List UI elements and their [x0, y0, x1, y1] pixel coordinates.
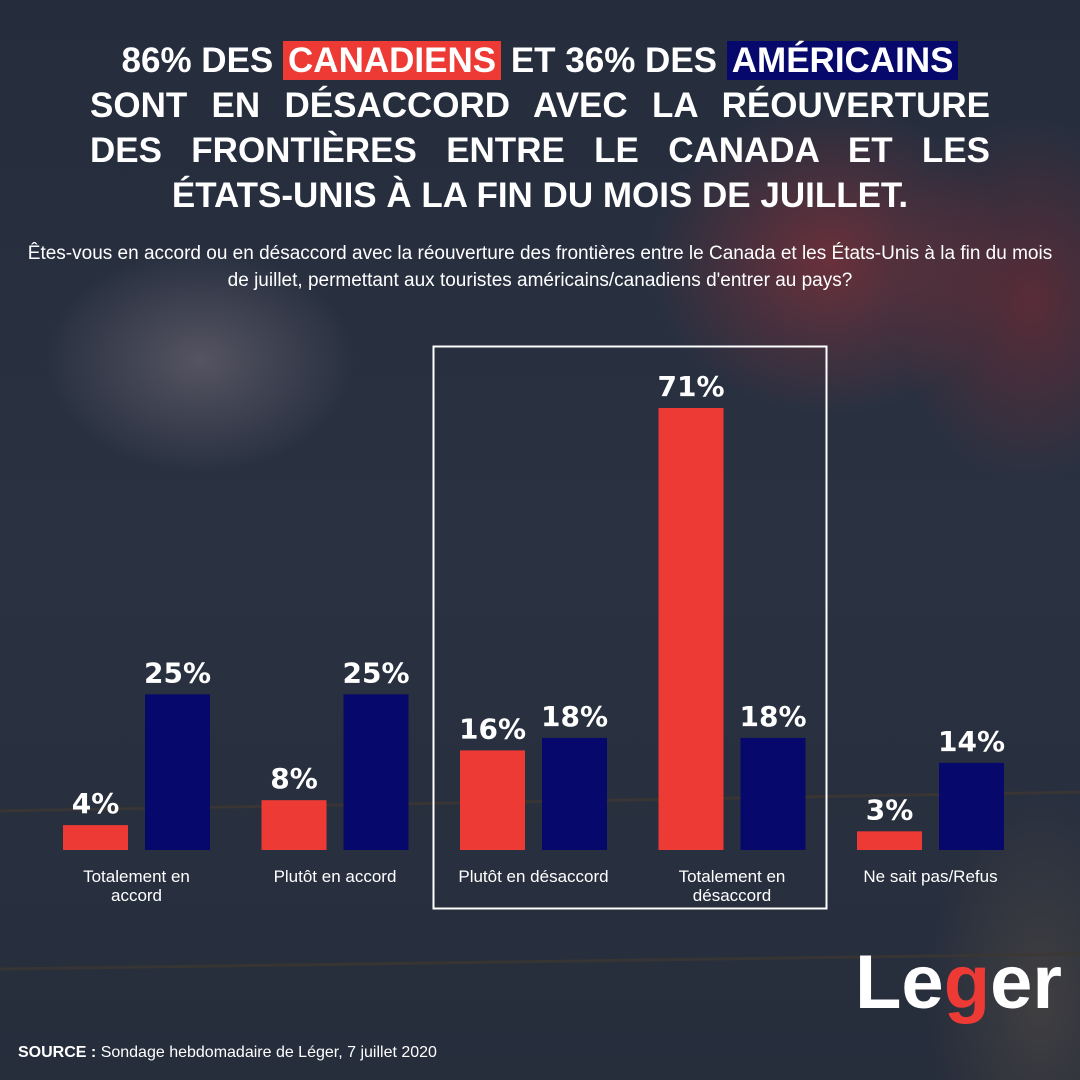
svg-text:Leger: Leger: [855, 940, 1062, 1025]
category-label: Plutôt en désaccord: [458, 867, 608, 886]
bar-canada: [658, 408, 724, 850]
data-label: 18%: [541, 700, 608, 733]
bar-canada: [460, 750, 525, 850]
source-note: SOURCE : Sondage hebdomadaire de Léger, …: [18, 1044, 437, 1062]
headline-line-4: ÉTATS-UNIS À LA FIN DU MOIS DE JUILLET.: [171, 176, 909, 215]
headline-line-1: 86% DES CANADIENS ET 36% DES AMÉRICAINS: [90, 38, 990, 83]
headline-text: ET 36% DES: [510, 41, 718, 80]
bar-usa: [145, 694, 210, 850]
category-label: Plutôt en accord: [274, 867, 397, 886]
data-label: 8%: [270, 762, 318, 795]
highlight-canadiens: CANADIENS: [283, 41, 502, 80]
category-label: accord: [111, 886, 162, 905]
data-label: 25%: [144, 656, 211, 689]
data-label: 18%: [739, 700, 806, 733]
highlight-box: [432, 345, 828, 910]
category-label: Totalement en: [679, 867, 786, 886]
highlight-americains: AMÉRICAINS: [726, 41, 959, 80]
bar-usa: [939, 762, 1004, 850]
data-label: 3%: [866, 793, 914, 826]
data-label: 4%: [72, 787, 120, 820]
header: 86% DES CANADIENS ET 36% DES AMÉRICAINS …: [0, 38, 1080, 294]
category-label: désaccord: [693, 886, 771, 905]
bar-usa: [343, 694, 409, 850]
data-label: 16%: [459, 712, 526, 745]
headline: 86% DES CANADIENS ET 36% DES AMÉRICAINS …: [90, 38, 990, 218]
bar-usa: [740, 737, 806, 850]
source-text: Sondage hebdomadaire de Léger, 7 juillet…: [100, 1044, 437, 1061]
data-label: 14%: [938, 725, 1005, 758]
bar-canada: [63, 825, 128, 850]
category-label: Totalement en: [83, 867, 190, 886]
bar-canada: [857, 831, 922, 850]
bar-usa: [542, 737, 607, 850]
data-label: 25%: [342, 656, 409, 689]
source-label: SOURCE :: [18, 1044, 97, 1061]
category-label: Ne sait pas/Refus: [863, 867, 997, 886]
headline-line-2: SONT EN DÉSACCORD AVEC LA RÉOUVERTURE: [90, 86, 990, 125]
headline-line-3: DES FRONTIÈRES ENTRE LE CANADA ET LES: [90, 131, 990, 170]
leger-logo: Leger: [855, 940, 1065, 1064]
headline-text: 86% DES: [121, 41, 274, 80]
data-label: 71%: [657, 370, 724, 403]
survey-question: Êtes-vous en accord ou en désaccord avec…: [27, 243, 1053, 291]
bar-canada: [261, 800, 327, 850]
